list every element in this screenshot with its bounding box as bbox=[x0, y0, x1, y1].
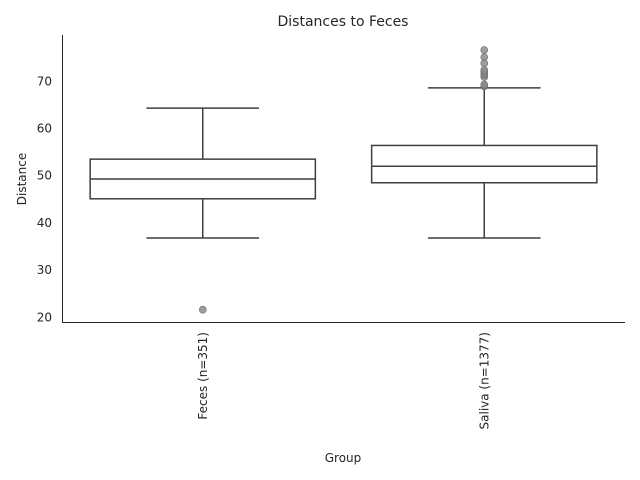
y-axis-label: Distance bbox=[15, 153, 29, 205]
y-tick-label: 70 bbox=[37, 74, 52, 88]
y-tick-label: 40 bbox=[37, 216, 52, 230]
y-tick-label: 50 bbox=[37, 169, 52, 183]
outlier-point bbox=[480, 53, 489, 61]
axes bbox=[62, 35, 625, 323]
box-group bbox=[370, 46, 598, 239]
outlier-point bbox=[480, 80, 489, 89]
outlier-point bbox=[198, 305, 207, 314]
y-tick-labels: 20 30 40 50 60 70 bbox=[37, 74, 52, 324]
x-axis-label: Group bbox=[325, 451, 362, 465]
plot-area bbox=[89, 46, 598, 314]
box-iqr bbox=[370, 144, 598, 184]
y-tick-label: 20 bbox=[37, 310, 52, 324]
box-group bbox=[89, 107, 317, 314]
x-tick-label: Saliva (n=1377) bbox=[477, 332, 491, 429]
y-tick-label: 60 bbox=[37, 121, 52, 135]
y-tick-label: 30 bbox=[37, 263, 52, 277]
x-tick-labels: Feces (n=351) Saliva (n=1377) bbox=[196, 332, 492, 429]
outlier-point bbox=[480, 46, 489, 54]
outlier-point bbox=[480, 66, 489, 74]
x-tick-label: Feces (n=351) bbox=[196, 332, 210, 420]
chart-title: Distances to Feces bbox=[278, 14, 409, 30]
